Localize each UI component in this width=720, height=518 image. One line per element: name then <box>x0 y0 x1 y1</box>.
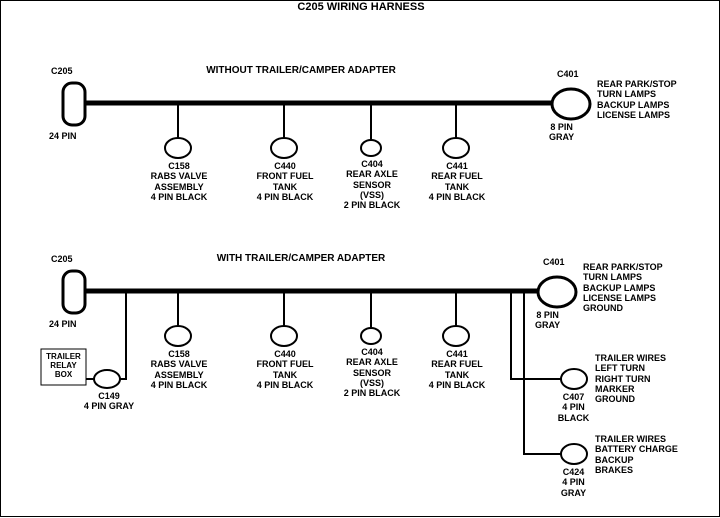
c149l0: C149 <box>98 391 120 401</box>
s2d2l2: SENSOR <box>353 368 391 378</box>
s2d3l2: TANK <box>445 370 469 380</box>
c407p0: C407 <box>563 392 585 402</box>
s1d3l3: 4 PIN BLACK <box>429 192 486 202</box>
c407s3: MARKER <box>595 384 635 394</box>
s2-right-pin1: GRAY <box>535 320 560 330</box>
s2rs1: TURN LAMPS <box>583 272 642 282</box>
s1d3l1: REAR FUEL <box>431 171 483 181</box>
c407s1: LEFT TURN <box>595 363 645 373</box>
s2d0l2: ASSEMBLY <box>154 370 203 380</box>
s2d3l3: 4 PIN BLACK <box>429 380 486 390</box>
s1-left-pins: 24 PIN <box>49 131 77 141</box>
c424s1: BATTERY CHARGE <box>595 444 678 454</box>
s2d1l3: 4 PIN BLACK <box>257 380 314 390</box>
s2-drop-c158: C158 RABS VALVE ASSEMBLY 4 PIN BLACK <box>144 349 214 390</box>
s1-right-pin0: 8 PIN <box>550 122 573 132</box>
c424-pins: C424 4 PIN GRAY <box>546 467 601 498</box>
s1d2l0: C404 <box>361 159 383 169</box>
s1-drop-c404: C404 REAR AXLE SENSOR (VSS) 2 PIN BLACK <box>337 159 407 211</box>
trb1: RELAY <box>50 361 76 370</box>
c407s2: RIGHT TURN <box>595 374 651 384</box>
s2-right-side: REAR PARK/STOP TURN LAMPS BACKUP LAMPS L… <box>583 262 663 314</box>
s2-drop-c404: C404 REAR AXLE SENSOR (VSS) 2 PIN BLACK <box>337 347 407 399</box>
c407-side: TRAILER WIRES LEFT TURN RIGHT TURN MARKE… <box>595 353 666 405</box>
s1-drop-c441: C441 REAR FUEL TANK 4 PIN BLACK <box>422 161 492 202</box>
c407p1: 4 PIN <box>562 402 585 412</box>
s1d1l3: 4 PIN BLACK <box>257 192 314 202</box>
c424p1: 4 PIN <box>562 477 585 487</box>
c424p0: C424 <box>563 467 585 477</box>
s1-right-label: C401 <box>557 69 579 79</box>
s2d3l1: REAR FUEL <box>431 359 483 369</box>
trb2: BOX <box>55 370 72 379</box>
s1-right-side: REAR PARK/STOP TURN LAMPS BACKUP LAMPS L… <box>597 79 677 120</box>
s2d2l1: REAR AXLE <box>346 357 398 367</box>
s2-drop-c440: C440 FRONT FUEL TANK 4 PIN BLACK <box>250 349 320 390</box>
c424s0: TRAILER WIRES <box>595 434 666 444</box>
s2-left-label: C205 <box>51 254 73 264</box>
c424-side: TRAILER WIRES BATTERY CHARGE BACKUP BRAK… <box>595 434 678 475</box>
s2rs4: GROUND <box>583 303 623 313</box>
s2-right-pins: 8 PIN GRAY <box>535 310 560 331</box>
section1-subtitle: WITHOUT TRAILER/CAMPER ADAPTER <box>151 65 451 77</box>
s2d1l1: FRONT FUEL <box>257 359 314 369</box>
s1-right-pins: 8 PIN GRAY <box>549 122 574 143</box>
s1d2l3: (VSS) <box>360 190 384 200</box>
s1-drop-c158: C158 RABS VALVE ASSEMBLY 4 PIN BLACK <box>144 161 214 202</box>
trailer-relay-box-label: TRAILER RELAY BOX <box>41 352 86 380</box>
s1d0l0: C158 <box>168 161 190 171</box>
s2d2l3: (VSS) <box>360 378 384 388</box>
s1d0l1: RABS VALVE <box>151 171 208 181</box>
c407-pins: C407 4 PIN BLACK <box>546 392 601 423</box>
c149-label: C149 4 PIN GRAY <box>79 391 139 412</box>
s2-right-label: C401 <box>543 257 565 267</box>
s2d2l0: C404 <box>361 347 383 357</box>
s2rs2: BACKUP LAMPS <box>583 283 655 293</box>
s2d1l0: C440 <box>274 349 296 359</box>
s2d2l4: 2 PIN BLACK <box>344 388 401 398</box>
s2rs3: LICENSE LAMPS <box>583 293 656 303</box>
c407s0: TRAILER WIRES <box>595 353 666 363</box>
s1d0l3: 4 PIN BLACK <box>151 192 208 202</box>
s2-left-pins: 24 PIN <box>49 319 77 329</box>
s1-rs1: TURN LAMPS <box>597 89 656 99</box>
section2-subtitle: WITH TRAILER/CAMPER ADAPTER <box>161 253 441 265</box>
s1-rs0: REAR PARK/STOP <box>597 79 677 89</box>
s1-rs3: LICENSE LAMPS <box>597 110 670 120</box>
trb0: TRAILER <box>46 352 81 361</box>
c149l1: 4 PIN GRAY <box>84 401 134 411</box>
s2d0l1: RABS VALVE <box>151 359 208 369</box>
s1d2l2: SENSOR <box>353 180 391 190</box>
s1d2l1: REAR AXLE <box>346 169 398 179</box>
c424s3: BRAKES <box>595 465 633 475</box>
s2rs0: REAR PARK/STOP <box>583 262 663 272</box>
s1d1l0: C440 <box>274 161 296 171</box>
s2-drop-c441: C441 REAR FUEL TANK 4 PIN BLACK <box>422 349 492 390</box>
c407s4: GROUND <box>595 394 635 404</box>
s1d1l2: TANK <box>273 182 297 192</box>
s1d3l2: TANK <box>445 182 469 192</box>
s1-left-label: C205 <box>51 66 73 76</box>
s1d1l1: FRONT FUEL <box>257 171 314 181</box>
s2d0l3: 4 PIN BLACK <box>151 380 208 390</box>
s1d3l0: C441 <box>446 161 468 171</box>
s2d0l0: C158 <box>168 349 190 359</box>
page-title: C205 WIRING HARNESS <box>1 1 720 14</box>
s1d0l2: ASSEMBLY <box>154 182 203 192</box>
s1-rs2: BACKUP LAMPS <box>597 100 669 110</box>
s2d3l0: C441 <box>446 349 468 359</box>
c424p2: GRAY <box>561 488 586 498</box>
c407p2: BLACK <box>558 413 590 423</box>
s1-right-pin1: GRAY <box>549 132 574 142</box>
s1-drop-c440: C440 FRONT FUEL TANK 4 PIN BLACK <box>250 161 320 202</box>
s2d1l2: TANK <box>273 370 297 380</box>
wiring-diagram: C205 WIRING HARNESS WITHOUT TRAILER/CAMP… <box>0 0 720 517</box>
s1d2l4: 2 PIN BLACK <box>344 200 401 210</box>
s2-right-pin0: 8 PIN <box>536 310 559 320</box>
c424s2: BACKUP <box>595 455 634 465</box>
